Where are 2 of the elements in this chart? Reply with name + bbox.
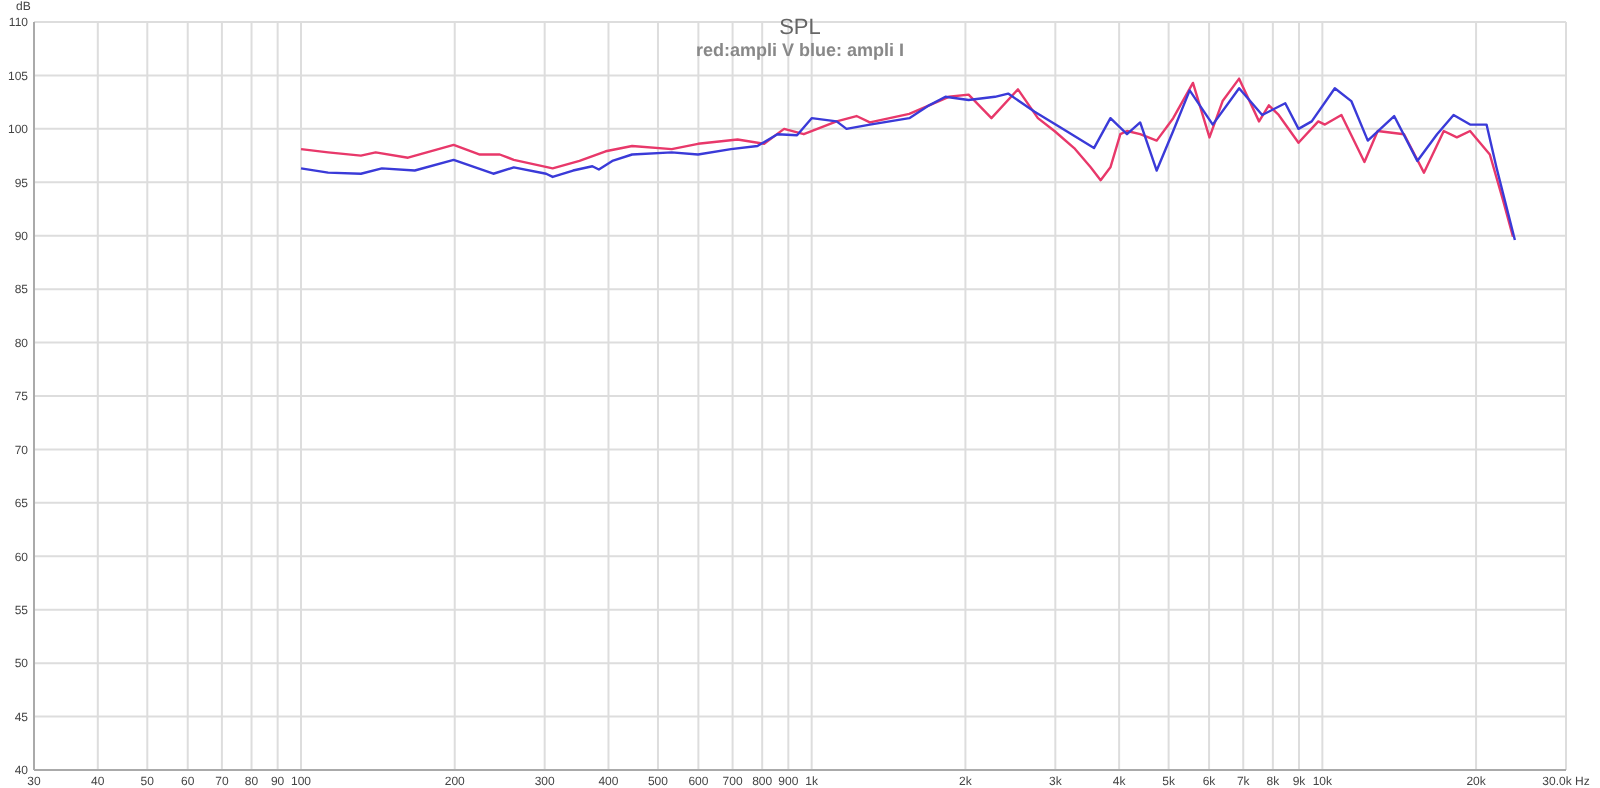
chart-title: SPL: [779, 16, 821, 40]
text: red:ampli V blue: ampli I: [693, 40, 907, 62]
